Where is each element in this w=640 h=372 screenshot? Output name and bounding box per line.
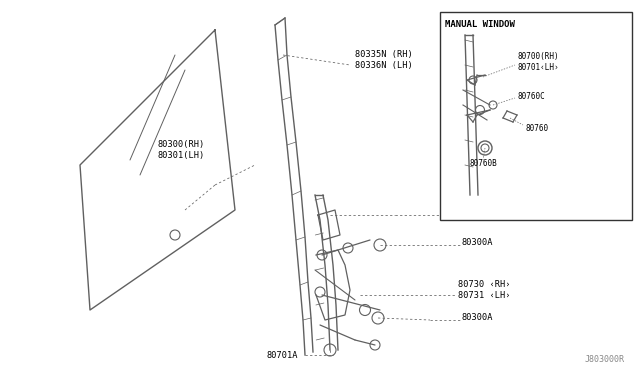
- Text: MANUAL WINDOW: MANUAL WINDOW: [445, 20, 515, 29]
- Text: 80700 (RH)
80701 ‹LH›: 80700 (RH) 80701 ‹LH›: [440, 198, 493, 218]
- Text: 80335N (RH)
80336N (LH): 80335N (RH) 80336N (LH): [355, 50, 413, 70]
- Text: 80300A: 80300A: [462, 237, 493, 247]
- Bar: [440, 12, 632, 220]
- Text: 80760C: 80760C: [517, 92, 545, 100]
- Text: 80300A: 80300A: [462, 314, 493, 323]
- Text: 80760B: 80760B: [470, 158, 498, 167]
- Text: 80300(RH)
80301(LH): 80300(RH) 80301(LH): [158, 140, 205, 160]
- Text: 80760: 80760: [525, 124, 548, 132]
- Text: 80701A: 80701A: [266, 350, 298, 359]
- Text: 80700(RH)
80701‹LH›: 80700(RH) 80701‹LH›: [518, 52, 559, 72]
- Text: 80730 ‹RH›
80731 ‹LH›: 80730 ‹RH› 80731 ‹LH›: [458, 280, 511, 300]
- Text: J803000R: J803000R: [585, 355, 625, 364]
